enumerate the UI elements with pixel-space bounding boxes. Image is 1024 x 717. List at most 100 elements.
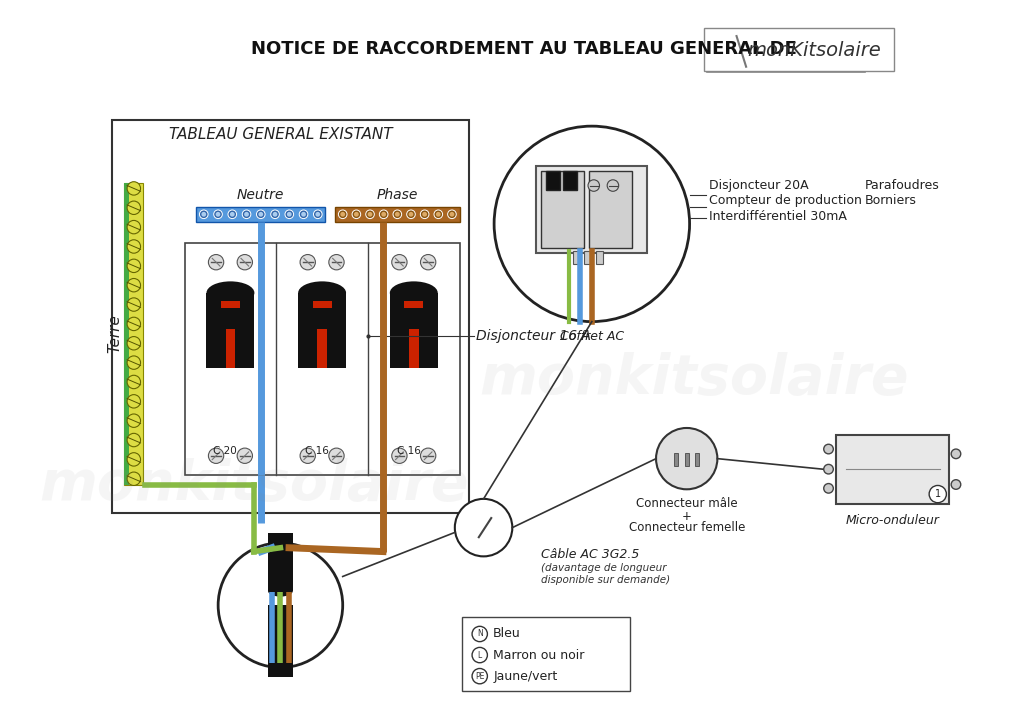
Text: Câble AC 3G2.5: Câble AC 3G2.5 [541, 548, 639, 561]
Circle shape [256, 210, 265, 219]
Bar [221, 300, 240, 308]
Text: Disjoncteur 20A: Disjoncteur 20A [709, 179, 808, 192]
Circle shape [313, 210, 323, 219]
Bar [409, 315, 419, 320]
Circle shape [218, 543, 343, 668]
Circle shape [200, 210, 208, 219]
Text: Micro-onduleur: Micro-onduleur [846, 514, 940, 528]
Circle shape [381, 212, 386, 217]
Ellipse shape [207, 281, 254, 304]
Text: Coffret AC: Coffret AC [560, 331, 624, 343]
Bar [184, 243, 460, 475]
Circle shape [287, 212, 292, 217]
Text: monkitsolaire: monkitsolaire [479, 352, 909, 406]
Bar [112, 120, 469, 513]
Circle shape [420, 210, 429, 219]
Circle shape [127, 278, 140, 292]
Circle shape [422, 212, 427, 217]
Circle shape [258, 212, 263, 217]
Circle shape [395, 212, 399, 217]
Text: 1: 1 [935, 489, 941, 499]
Text: NOTICE DE RACCORDEMENT AU TABLEAU GENERAL DE: NOTICE DE RACCORDEMENT AU TABLEAU GENERA… [251, 39, 816, 57]
Circle shape [434, 210, 442, 219]
Circle shape [229, 212, 234, 217]
Text: monKitsolaire: monKitsolaire [748, 41, 881, 60]
Bar [207, 293, 254, 368]
Text: monkitsolaire: monkitsolaire [39, 457, 468, 511]
Circle shape [272, 212, 278, 217]
Circle shape [409, 212, 414, 217]
Circle shape [127, 394, 140, 408]
Circle shape [127, 259, 140, 272]
Circle shape [472, 668, 487, 684]
Circle shape [216, 212, 220, 217]
Ellipse shape [298, 281, 346, 304]
Bar [463, 617, 630, 691]
Ellipse shape [268, 585, 293, 597]
Text: Connecteur femelle: Connecteur femelle [629, 521, 744, 534]
Circle shape [214, 210, 222, 219]
Text: L: L [477, 650, 482, 660]
Circle shape [238, 448, 253, 463]
Circle shape [951, 449, 961, 459]
Bar [197, 206, 326, 222]
Text: Marron ou noir: Marron ou noir [494, 649, 585, 662]
Bar [312, 300, 332, 308]
Text: Borniers: Borniers [865, 194, 916, 207]
Circle shape [455, 499, 512, 556]
Circle shape [228, 210, 237, 219]
Circle shape [823, 465, 834, 474]
Text: Neutre: Neutre [238, 188, 285, 202]
Text: Bleu: Bleu [494, 627, 521, 640]
Bar [589, 171, 632, 248]
Text: Terre: Terre [108, 314, 122, 353]
Circle shape [300, 255, 315, 270]
Circle shape [338, 210, 347, 219]
Bar [317, 329, 327, 368]
Bar [563, 171, 578, 190]
Circle shape [243, 210, 251, 219]
Circle shape [127, 375, 140, 389]
Ellipse shape [390, 281, 437, 304]
Circle shape [407, 210, 416, 219]
Circle shape [315, 212, 321, 217]
Circle shape [127, 336, 140, 350]
Circle shape [450, 212, 455, 217]
Bar [335, 206, 460, 222]
Text: Interdifférentiel 30mA: Interdifférentiel 30mA [709, 209, 847, 223]
Circle shape [127, 356, 140, 369]
Circle shape [299, 210, 308, 219]
Text: C 16: C 16 [396, 446, 421, 456]
Circle shape [127, 220, 140, 234]
Text: disponible sur demande): disponible sur demande) [541, 575, 670, 585]
Bar [685, 453, 688, 466]
Bar [268, 605, 293, 677]
Text: Jaune/vert: Jaune/vert [494, 670, 557, 683]
Bar [390, 293, 437, 368]
Bar [225, 315, 236, 320]
Circle shape [127, 414, 140, 427]
Text: +: + [682, 510, 691, 523]
Circle shape [421, 255, 436, 270]
Bar [537, 166, 647, 252]
Circle shape [300, 448, 315, 463]
Circle shape [329, 255, 344, 270]
Circle shape [368, 212, 373, 217]
Circle shape [421, 448, 436, 463]
Circle shape [472, 647, 487, 663]
Bar [124, 183, 143, 485]
Circle shape [352, 210, 360, 219]
Circle shape [127, 472, 140, 485]
Circle shape [301, 212, 306, 217]
Circle shape [366, 210, 375, 219]
Circle shape [329, 448, 344, 463]
Circle shape [929, 485, 946, 503]
Bar [225, 329, 236, 368]
Circle shape [127, 239, 140, 253]
Bar [674, 453, 678, 466]
Circle shape [354, 212, 358, 217]
Circle shape [238, 255, 253, 270]
Circle shape [823, 445, 834, 454]
Circle shape [209, 448, 223, 463]
Bar [596, 251, 603, 264]
